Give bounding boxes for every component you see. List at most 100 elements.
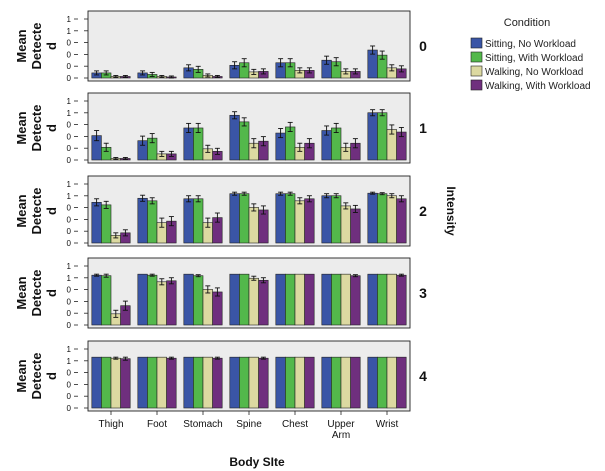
x-axis-title: Body SIte: [229, 455, 285, 469]
y-axis-label-line: Mean: [14, 29, 29, 62]
panel-2: 0 0 0 0 1 1: [67, 175, 411, 248]
y-tick-label: 1: [67, 97, 72, 106]
y-tick-label: 0: [67, 380, 72, 389]
legend-item-label: Walking, With Workload: [485, 81, 591, 92]
y-tick-label: 0: [67, 309, 72, 318]
bar-upper-arm-s2: [331, 273, 342, 326]
bar-wrist-s3: [386, 195, 397, 244]
bar-foot-s2: [147, 200, 158, 244]
y-tick-label: 0: [67, 74, 72, 83]
bar-thigh-s4: [120, 358, 131, 409]
bar-spine-s2: [239, 121, 250, 161]
y-axis-label-line: Detecte: [29, 23, 44, 70]
y-tick-label: 0: [67, 297, 72, 306]
bar-upper-arm-s1: [321, 356, 332, 409]
y-tick-label: 1: [67, 345, 72, 354]
bar-spine-s2: [239, 193, 250, 244]
bar-wrist-s1: [367, 356, 378, 409]
y-axis-label-line: Detecte: [29, 105, 44, 152]
bar-stomach-s2: [193, 356, 204, 409]
bar-thigh-s2: [101, 356, 112, 409]
facet-label-4: 4: [419, 368, 427, 384]
bar-stomach-s2: [193, 275, 204, 326]
y-tick-label: 0: [67, 321, 72, 330]
bar-spine-s4: [258, 279, 269, 326]
bar-wrist-s4: [396, 274, 407, 326]
y-tick-label: 1: [67, 192, 72, 201]
legend-swatch: [470, 37, 483, 49]
bar-chest-s3: [294, 356, 305, 409]
bar-upper-arm-s3: [340, 205, 351, 244]
category-label: Thigh: [98, 419, 123, 430]
y-axis-label-line: Mean: [14, 359, 29, 392]
y-tick-label: 0: [67, 156, 72, 165]
bar-wrist-s2: [377, 193, 388, 244]
bar-upper-arm-s3: [340, 273, 351, 326]
bar-foot-s1: [137, 356, 148, 409]
bar-wrist-s3: [386, 356, 397, 409]
facet-axis-title: Intensity: [444, 186, 458, 236]
y-tick-label: 0: [67, 286, 72, 295]
bar-thigh-s2: [101, 204, 112, 244]
bar-thigh-s1: [91, 202, 102, 244]
category-label: Chest: [282, 419, 308, 430]
bar-chest-s2: [285, 273, 296, 326]
bar-foot-s2: [147, 356, 158, 409]
bar-wrist-s3: [386, 273, 397, 326]
bar-wrist-s2: [377, 112, 388, 161]
bar-chest-s3: [294, 200, 305, 244]
bar-thigh-s2: [101, 275, 112, 326]
bar-chest-s4: [304, 198, 315, 244]
y-axis-label-line: d: [44, 289, 59, 297]
bar-wrist-s1: [367, 112, 378, 161]
bar-chest-s4: [304, 356, 315, 409]
legend-item-label: Sitting, With Workload: [485, 53, 583, 64]
bar-spine-s1: [229, 273, 240, 326]
bar-stomach-s4: [212, 291, 223, 326]
y-tick-label: 1: [67, 262, 72, 271]
y-axis-label-line: d: [44, 372, 59, 380]
y-tick-label: 0: [67, 404, 72, 413]
y-tick-label: 0: [67, 50, 72, 59]
category-label: Arm: [332, 430, 350, 441]
bar-upper-arm-s4: [350, 275, 361, 326]
bar-chest-s4: [304, 273, 315, 326]
y-tick-label: 0: [67, 239, 72, 248]
bar-thigh-s1: [91, 274, 102, 326]
bar-chest-s3: [294, 273, 305, 326]
bar-spine-s1: [229, 193, 240, 244]
bar-chest-s1: [275, 273, 286, 326]
bar-wrist-s4: [396, 198, 407, 244]
y-axis-label-line: Mean: [14, 194, 29, 227]
y-tick-label: 0: [67, 204, 72, 213]
y-axis-label-line: Mean: [14, 276, 29, 309]
y-axis-label-line: Detecte: [29, 353, 44, 400]
facet-label-2: 2: [419, 203, 427, 219]
bar-spine-s1: [229, 356, 240, 409]
bar-wrist-s1: [367, 273, 378, 326]
bar-wrist-s1: [367, 192, 378, 244]
facet-label-1: 1: [419, 120, 427, 136]
bar-spine-s4: [258, 209, 269, 244]
bar-wrist-s2: [377, 273, 388, 326]
bar-foot-s2: [147, 274, 158, 326]
legend-title: Condition: [504, 17, 550, 29]
chart-panels: 0 0 0 0 1 1 0 0 0 0 1 1 0 0 0 0 1 1 0 0 0 0 1 1 0 0 0 0 1 1: [67, 10, 411, 413]
bar-stomach-s3: [202, 289, 213, 326]
bar-upper-arm-s2: [331, 356, 342, 409]
panel-0: 0 0 0 0 1 1: [67, 10, 411, 83]
bar-stomach-s2: [193, 198, 204, 244]
bar-foot-s3: [156, 281, 167, 326]
bar-foot-s1: [137, 273, 148, 326]
bar-stomach-s1: [183, 356, 194, 409]
panel-1: 0 0 0 0 1 1: [67, 92, 411, 165]
y-axis-label-line: Mean: [14, 111, 29, 144]
y-tick-label: 0: [67, 132, 72, 141]
y-tick-label: 1: [67, 357, 72, 366]
category-label: Wrist: [376, 419, 399, 430]
bar-upper-arm-s1: [321, 273, 332, 326]
bar-foot-s1: [137, 197, 148, 244]
bar-spine-s2: [239, 356, 250, 409]
bar-upper-arm-s4: [350, 208, 361, 244]
